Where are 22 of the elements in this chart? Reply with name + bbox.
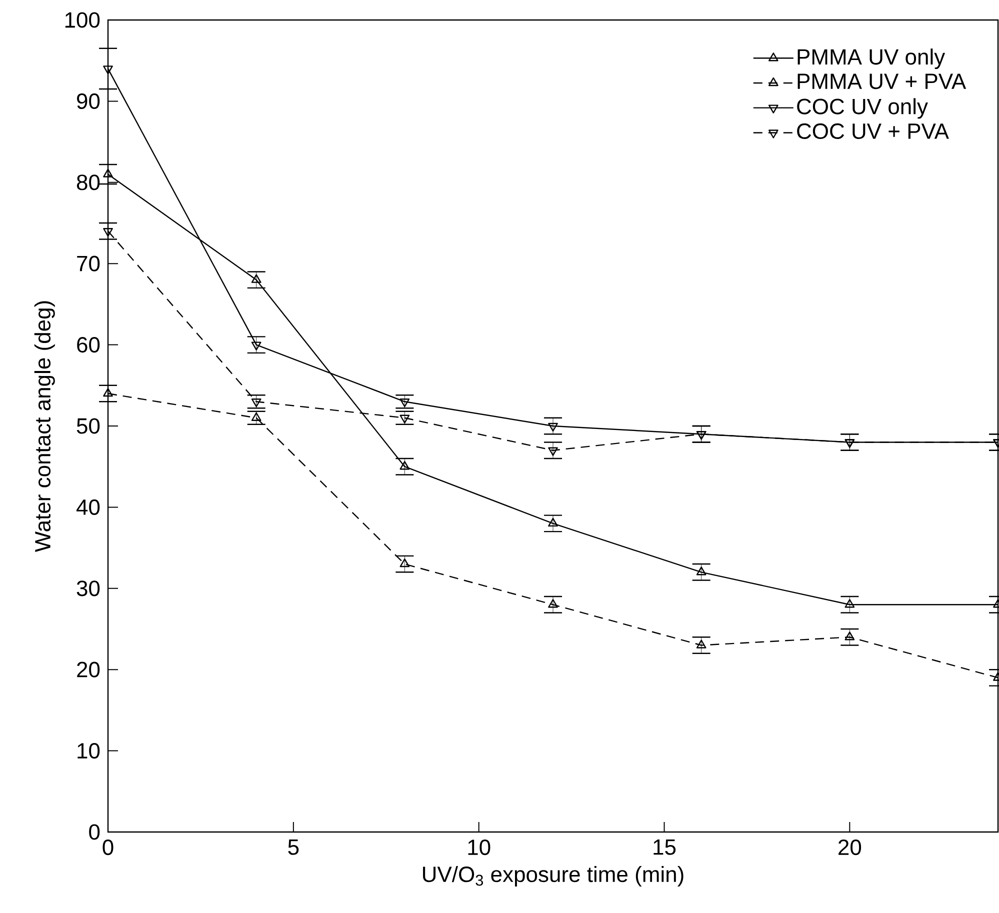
- y-tick-label: 0: [89, 824, 100, 840]
- y-tick-label: 10: [78, 743, 100, 759]
- y-tick-label: 20: [77, 662, 100, 678]
- y-tick-label: 70: [77, 256, 100, 272]
- y-axis-title: Water contact angle (deg): [34, 301, 55, 552]
- x-tick-label: 20: [838, 840, 862, 856]
- y-tick-label: 40: [76, 499, 100, 515]
- y-tick-label: 100: [65, 12, 100, 28]
- x-tick-label: 10: [468, 840, 490, 856]
- y-tick-label: 30: [76, 580, 100, 596]
- y-tick-label: 50: [76, 418, 100, 434]
- x-axis-title: UV/O$_{3}$ exposure time (min): [423, 866, 684, 886]
- legend-label: COC UV only: [797, 98, 928, 119]
- legend-label: PMMA UV only: [798, 48, 946, 70]
- y-tick-label: 60: [77, 337, 100, 353]
- x-tick-label: 0: [102, 840, 114, 856]
- y-tick-label: 80: [76, 174, 100, 190]
- y-tick-label: 90: [77, 93, 100, 109]
- x-tick-label: 5: [288, 840, 299, 855]
- legend-label: COC UV + PVA: [797, 123, 949, 139]
- x-tick-label: 15: [654, 840, 676, 855]
- legend-label: PMMA UV + PVA: [798, 74, 966, 90]
